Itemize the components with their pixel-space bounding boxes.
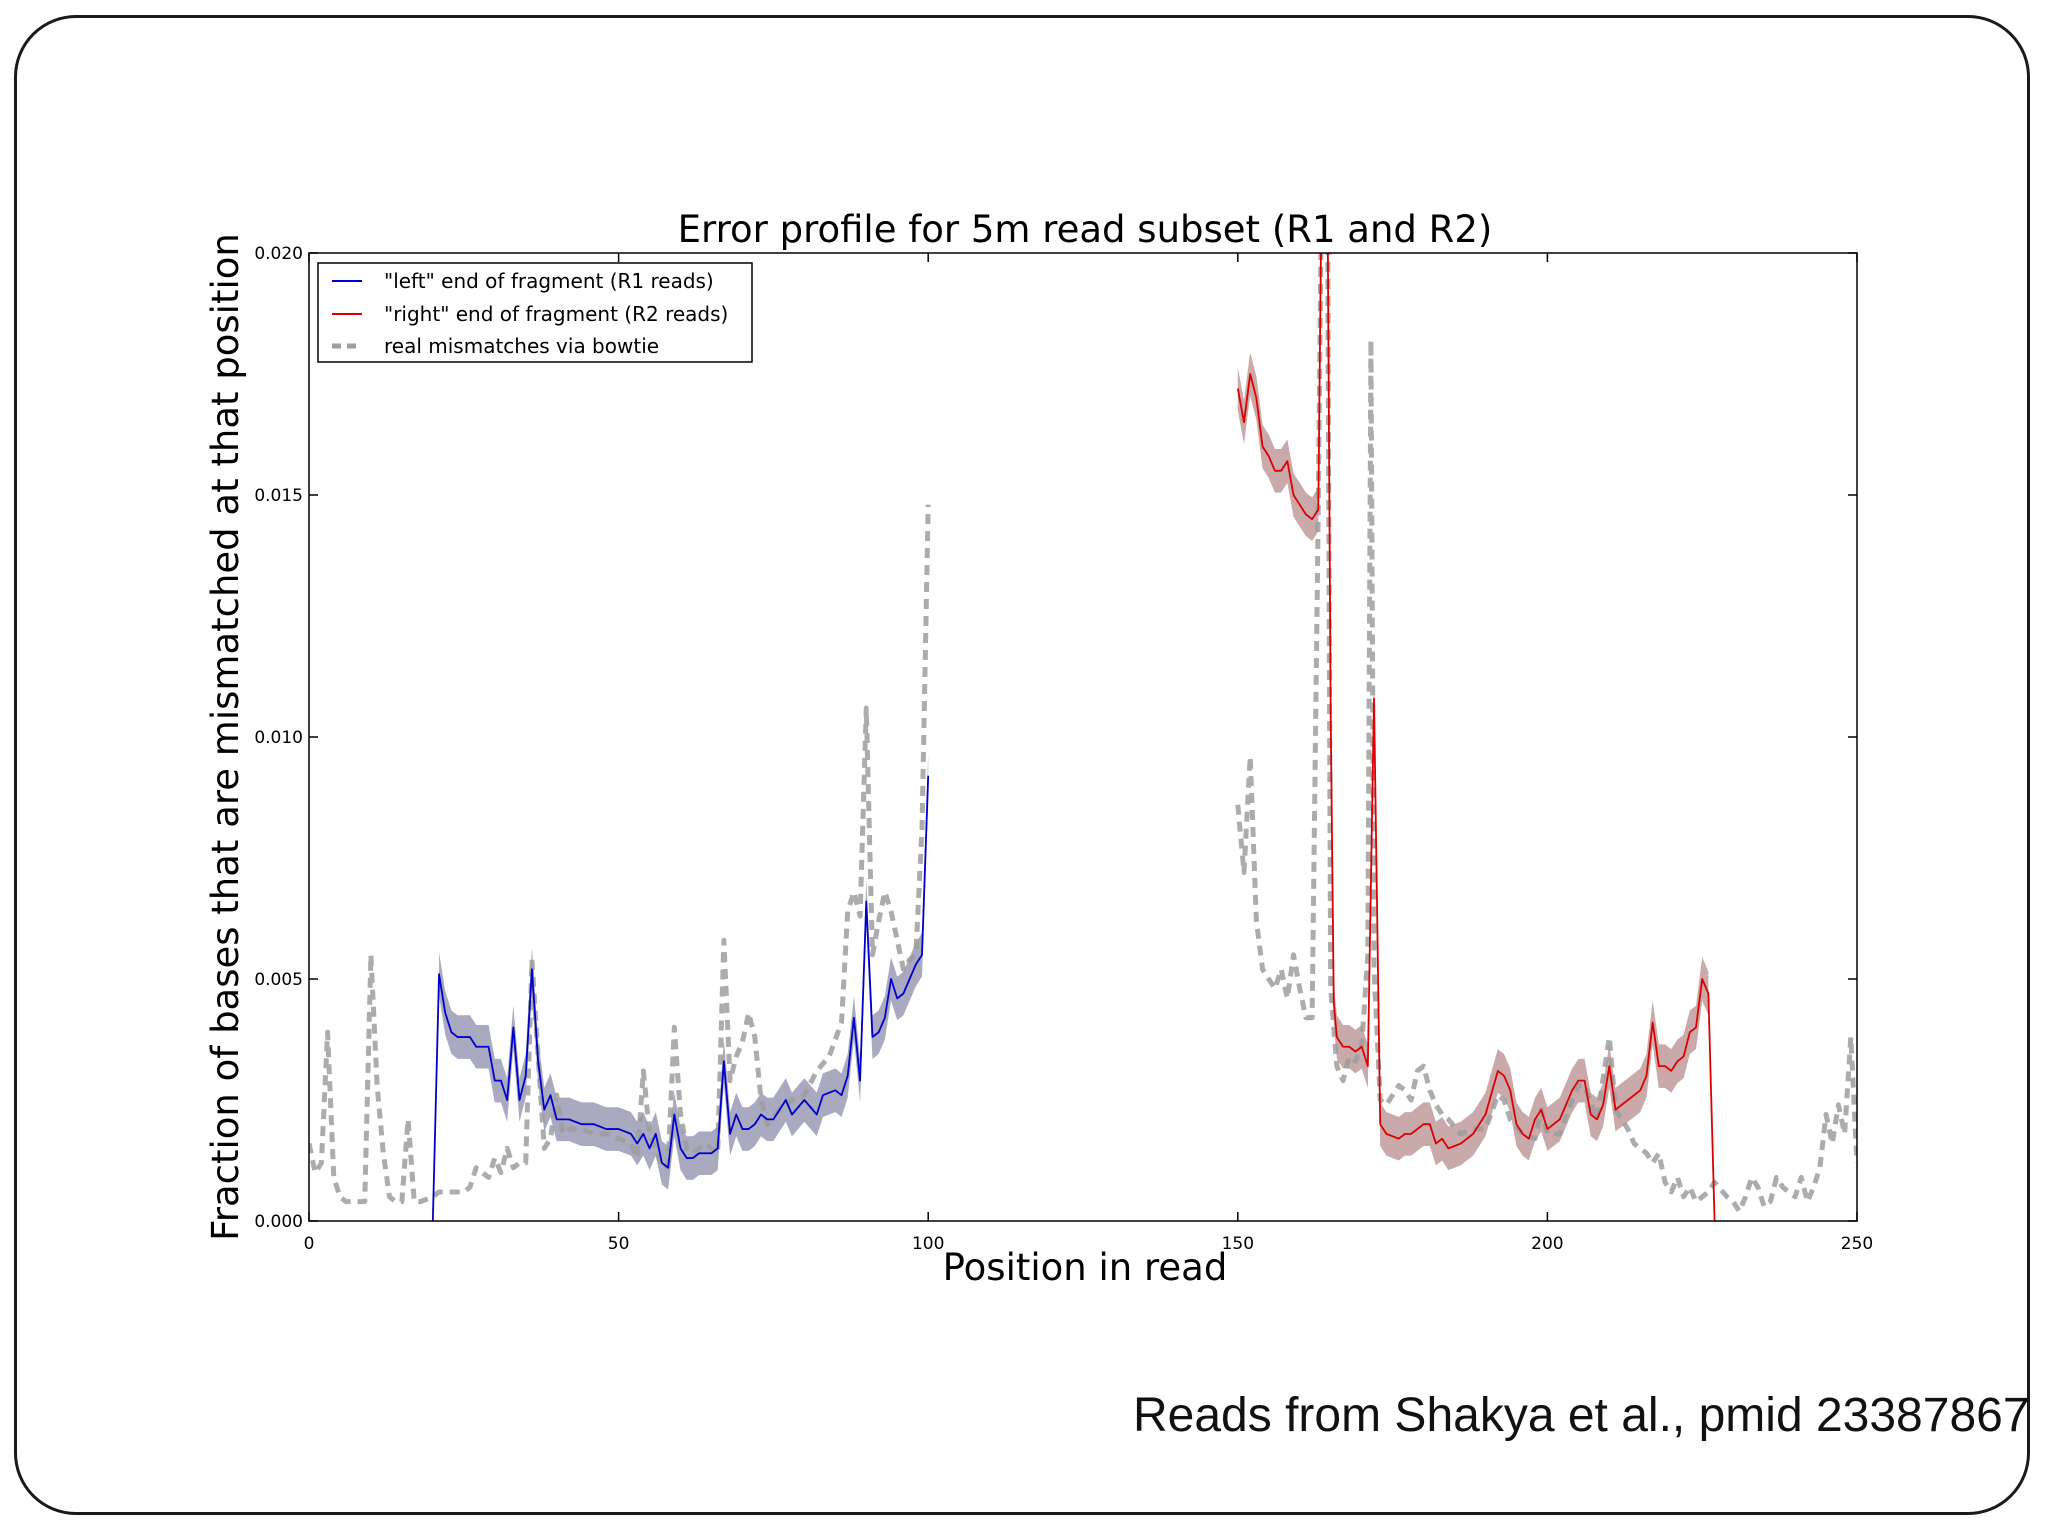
series-r2-line bbox=[1236, 253, 1716, 1221]
y-tick-label: 0.010 bbox=[254, 728, 303, 748]
x-tick-label: 200 bbox=[1531, 1234, 1563, 1254]
axis-ticks: 0 50 100 150 200 250 0.000 0.005 0.010 0.015 0.020 bbox=[254, 244, 1873, 1254]
legend-box bbox=[317, 262, 753, 363]
legend-label-r1: "left" end of fragment (R1 reads) bbox=[384, 269, 714, 293]
series-r1-line bbox=[431, 775, 930, 1221]
legend-label-r2: "right" end of fragment (R2 reads) bbox=[384, 302, 728, 326]
series-bowtie-line bbox=[1235, 253, 1857, 1214]
x-tick-label: 100 bbox=[912, 1234, 944, 1254]
x-tick-label: 0 bbox=[304, 1234, 315, 1254]
confidence-bands bbox=[439, 253, 1709, 1190]
y-tick-label: 0.020 bbox=[254, 244, 303, 264]
y-tick-label: 0.005 bbox=[254, 970, 303, 990]
x-tick-label: 50 bbox=[608, 1234, 630, 1254]
series-lines bbox=[309, 253, 1857, 1221]
confidence-band-r2 bbox=[1237, 253, 1709, 1171]
y-tick-label: 0.000 bbox=[254, 1212, 303, 1232]
y-tick-label: 0.015 bbox=[254, 486, 303, 506]
x-tick-label: 250 bbox=[1841, 1234, 1873, 1254]
source-credit: Reads from Shakya et al., pmid 23387867 bbox=[1133, 1389, 2030, 1442]
confidence-band-r1 bbox=[439, 753, 929, 1190]
x-axis-label: Position in read bbox=[943, 1246, 1228, 1289]
chart-title: Error profile for 5m read subset (R1 and… bbox=[678, 208, 1493, 251]
legend: "left" end of fragment (R1 reads) "right… bbox=[317, 262, 753, 363]
legend-label-bowtie: real mismatches via bowtie bbox=[384, 334, 659, 358]
y-axis-label: Fraction of bases that are mismatched at… bbox=[204, 233, 247, 1241]
x-tick-label: 150 bbox=[1222, 1234, 1254, 1254]
slide-frame bbox=[14, 15, 2030, 1515]
series-bowtie-line bbox=[309, 504, 931, 1205]
